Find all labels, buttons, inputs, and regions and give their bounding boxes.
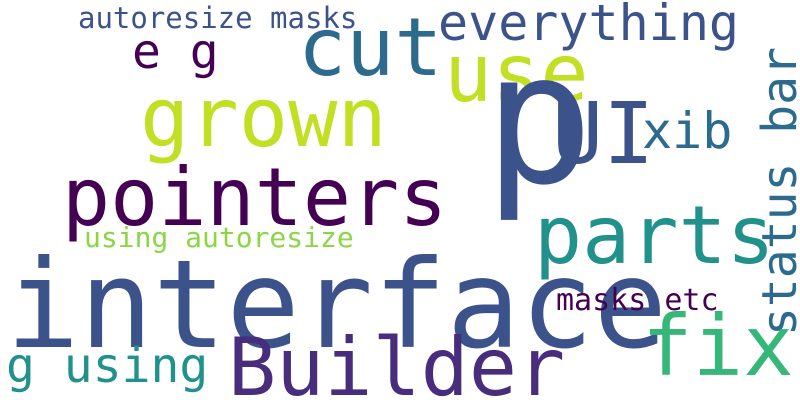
word-e-g: e g — [132, 24, 219, 80]
word-ui: UI — [552, 85, 655, 184]
word-pointers: pointers — [62, 151, 448, 244]
word-interface: interface — [6, 234, 668, 376]
word-builder: Builder — [228, 321, 566, 400]
word-g-using: g using — [6, 338, 209, 394]
word-xib: xib — [642, 102, 733, 160]
word-masks-etc: masks etc — [556, 283, 719, 318]
word-p: p — [484, 13, 594, 225]
word-fix: fix — [642, 297, 794, 395]
word-use: use — [444, 27, 589, 120]
word-autoresize-masks: autoresize masks — [78, 1, 358, 35]
word-grown: grown — [140, 71, 387, 166]
word-cut: cut — [298, 1, 443, 94]
word-parts: parts — [534, 189, 775, 282]
word-using-autoresize: using autoresize — [84, 221, 354, 254]
word-everything: everything — [438, 0, 740, 52]
